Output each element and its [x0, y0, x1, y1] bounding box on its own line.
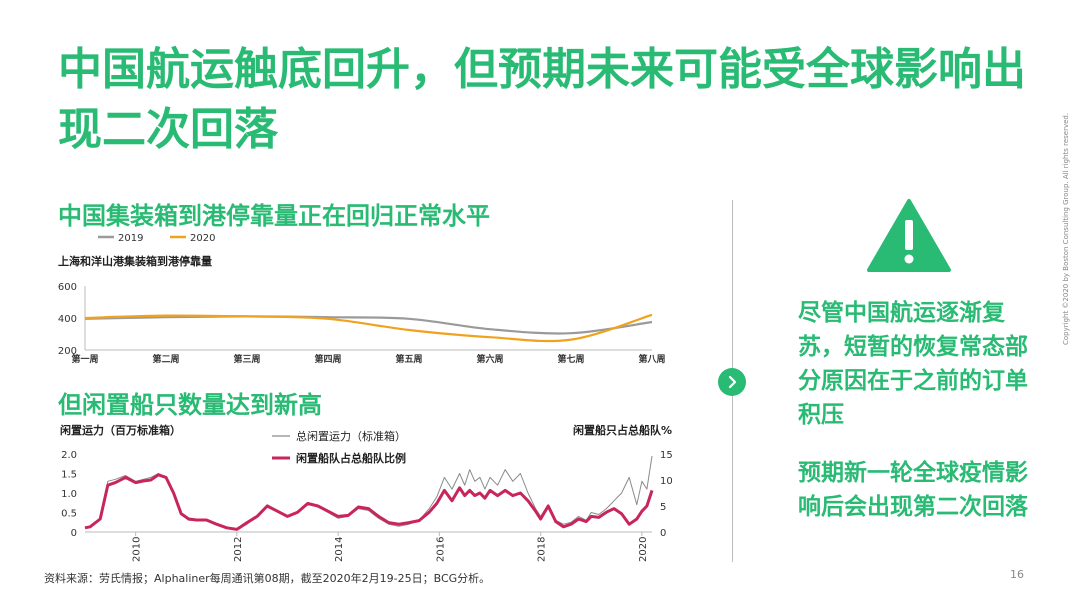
- chart2-left-y-tick: 2.0: [61, 450, 77, 461]
- chart1-x-tick: 第四周: [314, 353, 341, 365]
- legend-label-1: 总闲置运力（标准箱）: [296, 429, 406, 443]
- chart2-right-y-tick: 0: [660, 528, 666, 539]
- chart1-title: 上海和洋山港集装箱到港停靠量: [58, 254, 212, 268]
- chart2-right-y-tick: 15: [660, 450, 673, 461]
- chart2-x-tick: 2010: [132, 537, 143, 562]
- side-paragraph-1: 尽管中国航运逐渐复苏，短暂的恢复常态部分原因在于之前的订单积压: [798, 300, 1028, 428]
- chart2-legend: 总闲置运力（标准箱） 闲置船队占总船队比例: [272, 429, 406, 465]
- copyright-note: Copyright ©2020 by Boston Consulting Gro…: [1062, 112, 1070, 345]
- chart1-y-tick: 400: [58, 314, 77, 325]
- legend-label-2020: 2020: [190, 233, 215, 244]
- chart2-x-tick: 2012: [233, 537, 244, 562]
- legend-label-2: 闲置船队占总船队比例: [296, 451, 406, 465]
- chart2-right-y-tick: 5: [660, 502, 666, 513]
- port-calls-chart: 2019 2020 上海和洋山港集装箱到港停靠量 200 400 600 第一周 第二周 第…: [58, 233, 666, 365]
- chart2-left-axis-label: 闲置运力（百万标准箱）: [60, 423, 181, 437]
- page-title: 中国航运触底回升，但预期未来可能受全球影响出现二次回落: [58, 44, 1026, 155]
- chart2-axes: 0 0.5 1.0 1.5 2.0 0 5 10 15 2010 2012 2014 2016 2018 2…: [61, 450, 673, 562]
- page-number: 16: [1010, 568, 1024, 581]
- chart2-x-tick: 2020: [638, 537, 649, 562]
- chart1-x-tick: 第三周: [233, 353, 260, 365]
- chart1-x-tick: 第五周: [395, 353, 422, 365]
- legend-label-2019: 2019: [118, 233, 143, 244]
- chart2-x-tick: 2014: [334, 537, 345, 562]
- chart2-left-y-tick: 0.5: [61, 509, 77, 520]
- chart1-legend: 2019 2020: [98, 233, 215, 244]
- series-line-2: [84, 473, 654, 531]
- chart1-series: [84, 313, 653, 343]
- chart2-x-tick: 2018: [537, 537, 548, 562]
- chart2-left-y-tick: 1.5: [61, 470, 77, 481]
- chart1-x-tick: 第七周: [557, 353, 584, 365]
- warning-icon: [867, 199, 951, 272]
- source-note: 资料来源：劳氏情报；Alphaliner每周通讯第08期，截至2020年2月19…: [44, 572, 491, 585]
- chart2-x-tick: 2016: [435, 537, 446, 562]
- chart1-axes: 200 400 600 第一周 第二周 第三周 第四周 第五周 第六周 第七周 第八周: [58, 282, 666, 365]
- chart2-right-y-tick: 10: [660, 476, 673, 487]
- chart1-x-tick: 第一周: [71, 353, 98, 365]
- chart2-right-axis-label: 闲置船只占总船队%: [573, 423, 672, 437]
- section1-heading: 中国集装箱到港停靠量正在回归正常水平: [58, 202, 490, 230]
- chevron-right-icon: [728, 375, 737, 389]
- chart1-x-tick: 第二周: [152, 353, 179, 365]
- chart2-left-y-tick: 1.0: [61, 489, 77, 500]
- section2-heading: 但闲置船只数量达到新高: [58, 391, 322, 419]
- series-line-2020: [84, 313, 653, 343]
- chart2-left-y-tick: 0: [71, 528, 77, 539]
- chart1-y-tick: 200: [58, 346, 77, 357]
- chart1-x-tick: 第六周: [476, 353, 503, 365]
- chart1-y-tick: 600: [58, 282, 77, 293]
- idle-capacity-chart: 闲置运力（百万标准箱） 闲置船只占总船队% 总闲置运力（标准箱） 闲置船队占总船队…: [60, 423, 673, 562]
- chart2-series: [84, 455, 654, 531]
- chart1-x-tick: 第八周: [638, 353, 665, 365]
- series-line-1: [84, 455, 653, 531]
- next-arrow-button[interactable]: [718, 368, 746, 396]
- series-line-2019: [84, 315, 653, 335]
- side-paragraph-2: 预期新一轮全球疫情影响后会出现第二次回落: [798, 460, 1028, 520]
